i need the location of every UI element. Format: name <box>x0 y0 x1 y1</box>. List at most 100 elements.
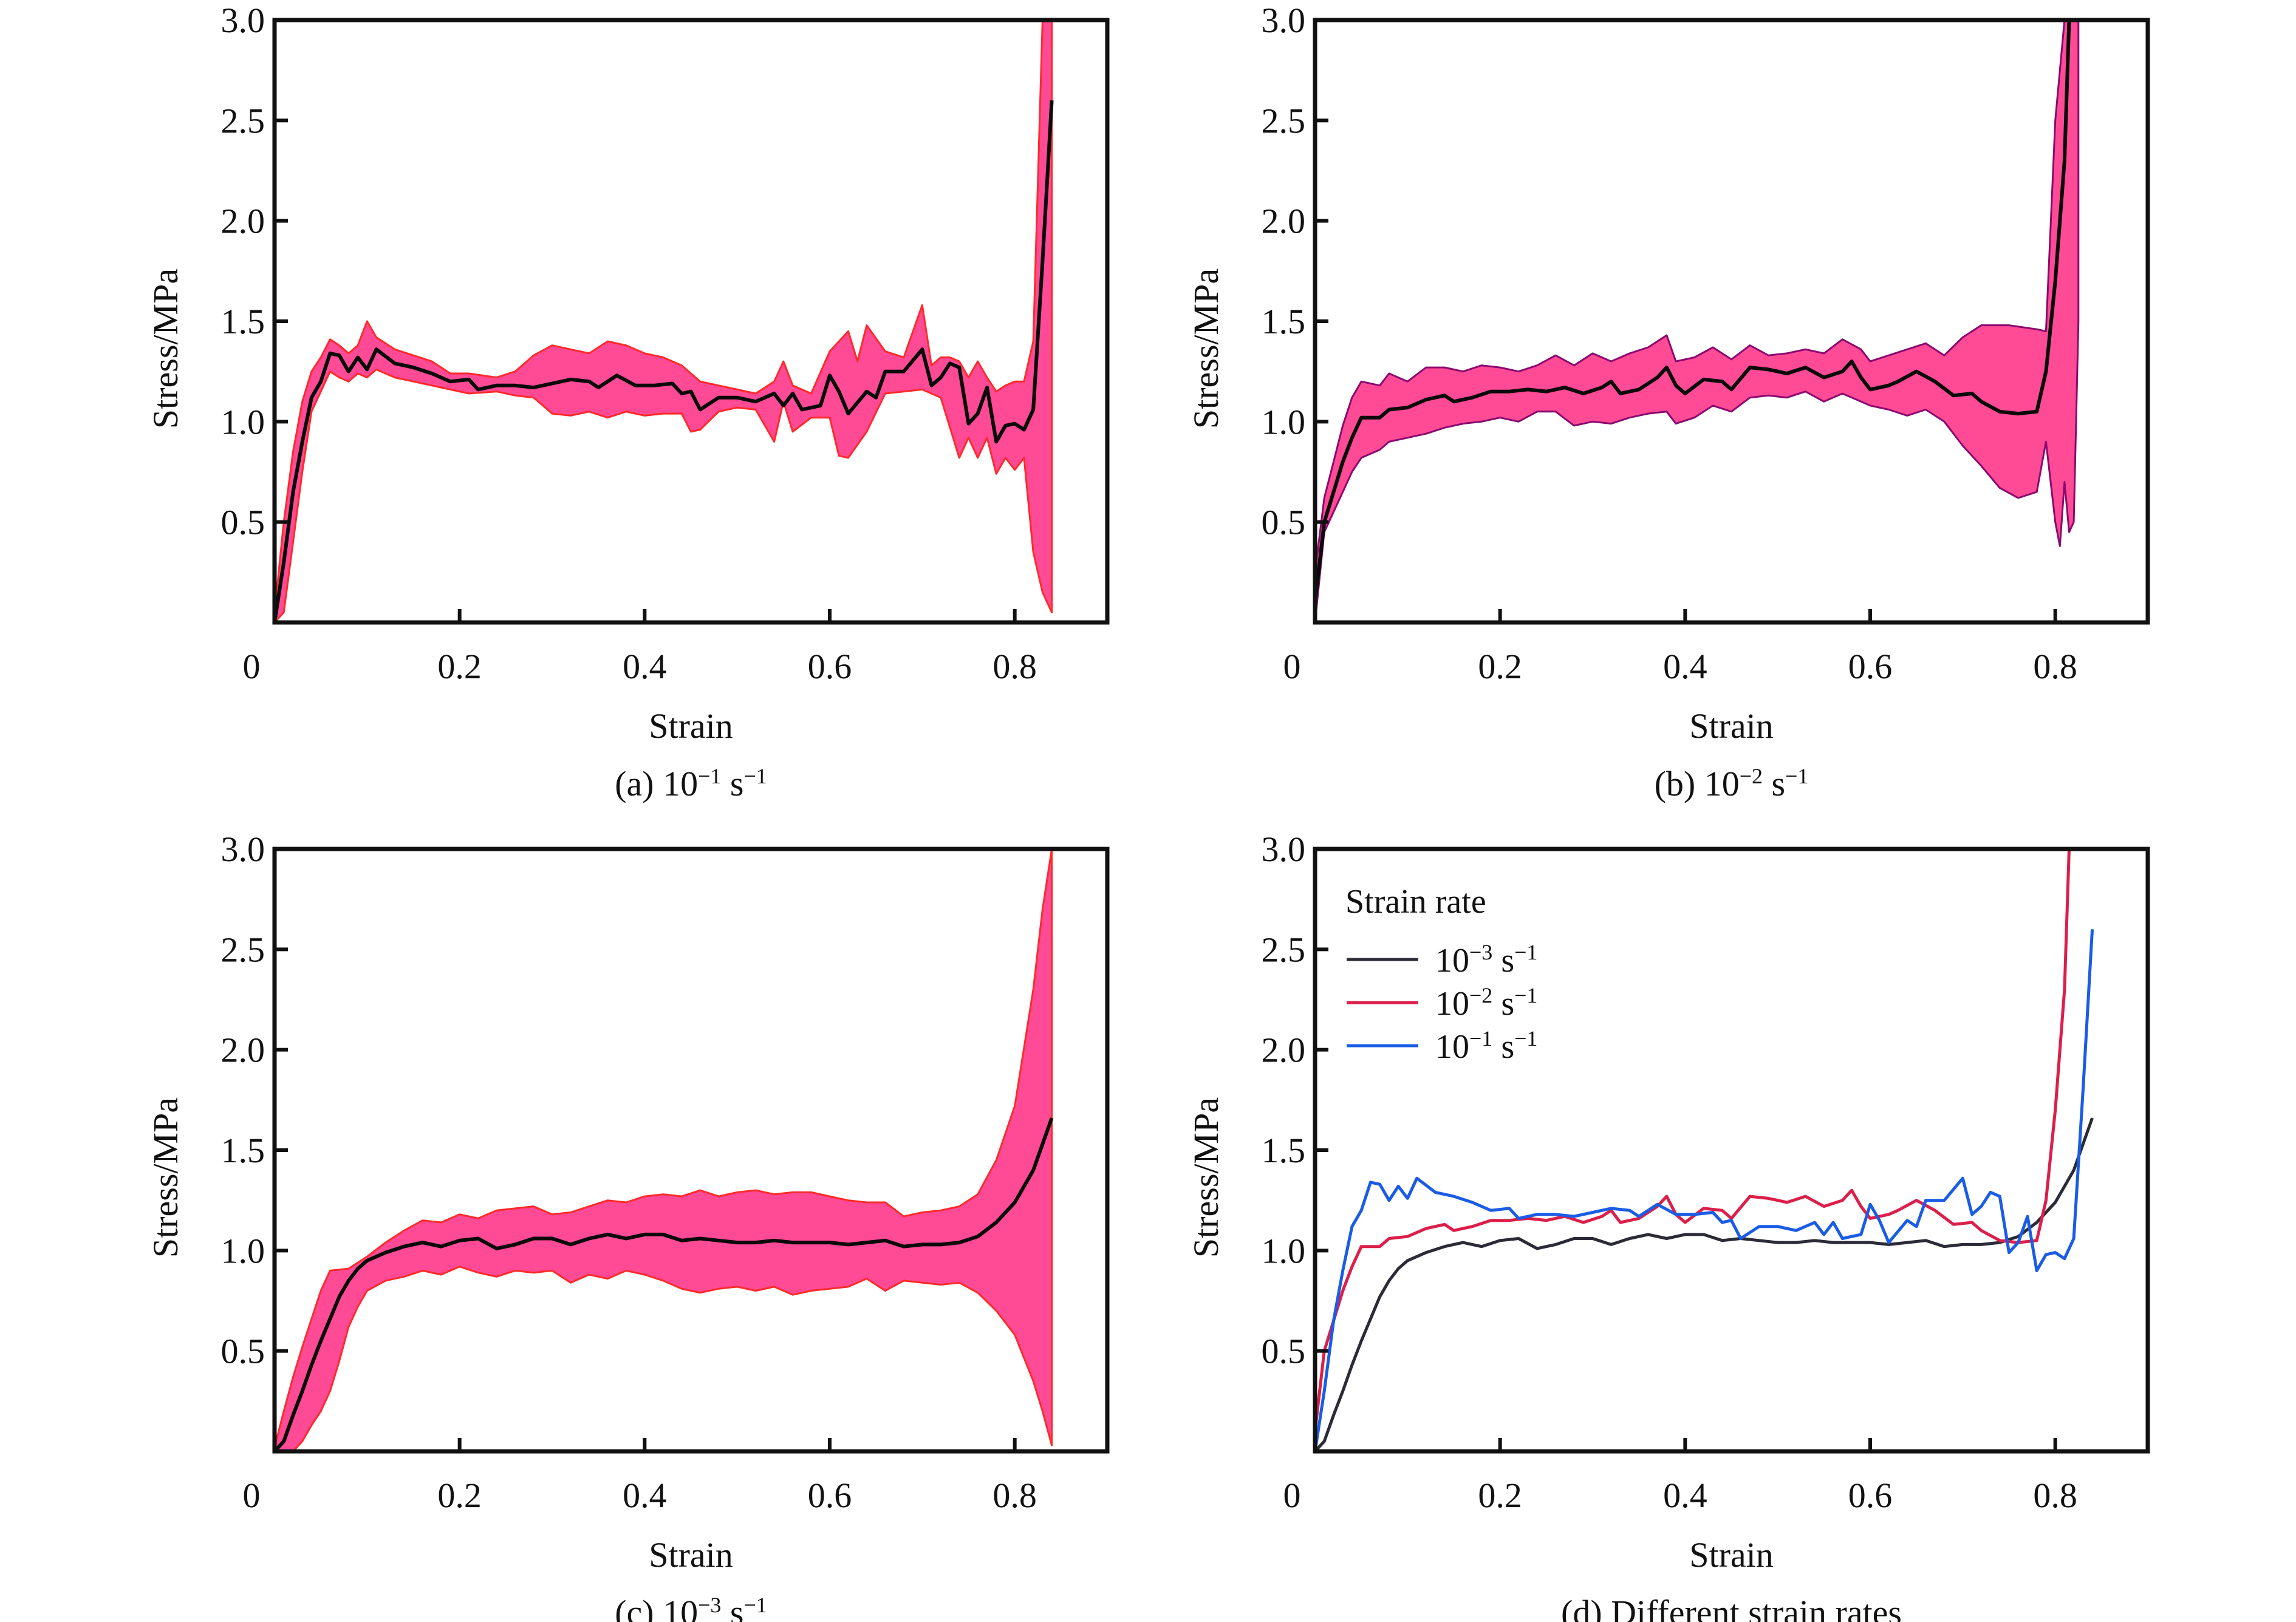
legend-label-base: 10 <box>1435 1028 1469 1066</box>
legend-label-unit: s <box>1492 985 1514 1023</box>
y-tick-label: 1.0 <box>1262 402 1306 441</box>
x-tick-label: 0.2 <box>1478 647 1522 686</box>
y-tick-label: 0.5 <box>221 1332 265 1371</box>
x-tick-label: 0.8 <box>2033 1476 2077 1515</box>
x-axis-label: Strain <box>649 1535 733 1575</box>
panel-caption-exp: −2 <box>1740 764 1763 788</box>
x-tick-label: 0 <box>1283 1476 1301 1515</box>
x-axis-label: Strain <box>649 706 733 746</box>
panel-caption-base: (a) 10 <box>615 764 698 803</box>
y-tick-label: 1.0 <box>221 402 265 441</box>
y-axis-label: Stress/MPa <box>1186 1097 1226 1258</box>
legend-item: 10−2 s−1 <box>1347 983 1537 1023</box>
x-tick-label: 0.6 <box>1848 647 1893 686</box>
y-tick-label: 3.0 <box>1262 830 1306 869</box>
panel-caption-unit-exp: −1 <box>1785 764 1808 788</box>
x-axis-label: Strain <box>1689 706 1774 746</box>
y-tick-label: 0.5 <box>1262 1332 1306 1371</box>
x-tick-label: 0.8 <box>993 647 1037 686</box>
series-line-2 <box>1315 929 2094 1451</box>
legend-label-exp: −2 <box>1469 983 1492 1007</box>
x-tick-label: 0 <box>1283 647 1301 686</box>
y-tick-label: 1.5 <box>1262 302 1306 341</box>
panel-caption-base: (b) 10 <box>1655 764 1740 803</box>
panel-b: 0 0.2 0.4 0.6 0.8 0.5 1.0 1.5 2.0 2.5 3.0 Strain Str… <box>1186 1 2150 803</box>
plot-area <box>1315 849 2094 1451</box>
y-tick-label: 3.0 <box>221 1 265 40</box>
x-tick-label: 0.2 <box>1478 1476 1522 1515</box>
std-band <box>1315 20 2080 622</box>
y-tick-label: 0.5 <box>1262 503 1306 542</box>
x-tick-label: 0.8 <box>2033 647 2077 686</box>
panel-caption: (a) 10−1 s−1 <box>615 764 767 803</box>
panel-caption-exp: −3 <box>698 1593 721 1617</box>
x-tick-label: 0.6 <box>1848 1476 1893 1515</box>
panel-caption-base: (d) Different strain rates <box>1561 1593 1902 1622</box>
legend-item: 10−1 s−1 <box>1347 1026 1537 1066</box>
series-line-1 <box>1315 849 2071 1432</box>
legend-item: 10−3 s−1 <box>1347 940 1537 980</box>
y-axis-label: Stress/MPa <box>1186 268 1226 429</box>
series-line-0 <box>1315 1117 2094 1451</box>
plot-area <box>1315 20 2080 622</box>
x-tick-label: 0.6 <box>808 647 852 686</box>
legend-label-exp: −1 <box>1469 1026 1492 1051</box>
x-tick-label: 0.2 <box>437 647 482 686</box>
y-tick-label: 1.5 <box>221 302 265 341</box>
legend-label-base: 10 <box>1435 985 1469 1023</box>
legend-label: 10−1 s−1 <box>1435 1026 1537 1066</box>
x-tick-label: 0.6 <box>808 1476 852 1515</box>
y-tick-label: 2.0 <box>221 202 265 241</box>
x-tick-label: 0.4 <box>623 647 667 686</box>
panel-c: 0 0.2 0.4 0.6 0.8 0.5 1.0 1.5 2.0 2.5 3.0 Strain Str… <box>146 830 1110 1622</box>
panel-caption: (b) 10−2 s−1 <box>1655 764 1809 803</box>
y-tick-label: 2.0 <box>1262 202 1306 241</box>
y-tick-label: 1.0 <box>221 1231 265 1270</box>
panel-a: 0 0.2 0.4 0.6 0.8 0.5 1.0 1.5 2.0 2.5 3.0 Strain Str… <box>146 1 1110 803</box>
y-tick-label: 1.0 <box>1262 1231 1306 1270</box>
y-tick-label: 2.0 <box>1262 1031 1306 1070</box>
panel-caption-unit: s <box>1763 764 1785 803</box>
mean-curve <box>275 1117 1054 1451</box>
mean-curve <box>1315 20 2071 603</box>
axes-frame <box>272 18 1110 625</box>
panel-d: 0 0.2 0.4 0.6 0.8 0.5 1.0 1.5 2.0 2.5 3.0 Strain Str… <box>1186 830 2150 1622</box>
y-tick-label: 0.5 <box>221 503 265 542</box>
plot-area <box>275 20 1054 622</box>
y-tick-label: 2.5 <box>221 101 265 140</box>
legend-label: 10−3 s−1 <box>1435 940 1537 980</box>
y-tick-label: 1.5 <box>221 1131 265 1170</box>
x-tick-label: 0.4 <box>1663 647 1707 686</box>
panel-caption-unit-exp: −1 <box>743 1593 767 1617</box>
mean-curve <box>275 100 1054 622</box>
legend-label-unit: s <box>1492 1028 1514 1066</box>
axes-frame <box>1313 847 2150 1454</box>
y-tick-label: 3.0 <box>1262 1 1306 40</box>
panel-caption-unit: s <box>721 764 743 803</box>
legend-label-base: 10 <box>1435 942 1469 980</box>
x-tick-label: 0.4 <box>623 1476 667 1515</box>
x-tick-label: 0 <box>243 647 261 686</box>
panel-caption-unit: s <box>721 1593 743 1622</box>
x-tick-label: 0.2 <box>437 1476 482 1515</box>
x-tick-label: 0.8 <box>993 1476 1037 1515</box>
legend-label-unit-exp: −1 <box>1514 1026 1537 1051</box>
y-tick-label: 1.5 <box>1262 1131 1306 1170</box>
legend-label: 10−2 s−1 <box>1435 983 1537 1023</box>
panel-caption-unit-exp: −1 <box>743 764 767 788</box>
y-tick-label: 2.5 <box>1262 101 1306 140</box>
std-band <box>275 849 1053 1451</box>
y-tick-label: 3.0 <box>221 830 265 869</box>
legend-title: Strain rate <box>1345 883 1486 921</box>
panel-caption-base: (c) 10 <box>615 1593 698 1622</box>
axes-frame <box>1313 18 2150 625</box>
legend-label-unit-exp: −1 <box>1514 983 1537 1007</box>
panel-caption: (c) 10−3 s−1 <box>615 1593 767 1622</box>
panel-caption-exp: −1 <box>698 764 721 788</box>
legend-label-unit: s <box>1492 942 1514 980</box>
x-tick-label: 0 <box>243 1476 261 1515</box>
y-tick-label: 2.0 <box>221 1031 265 1070</box>
plot-area <box>275 849 1054 1451</box>
legend-label-exp: −3 <box>1469 940 1492 964</box>
